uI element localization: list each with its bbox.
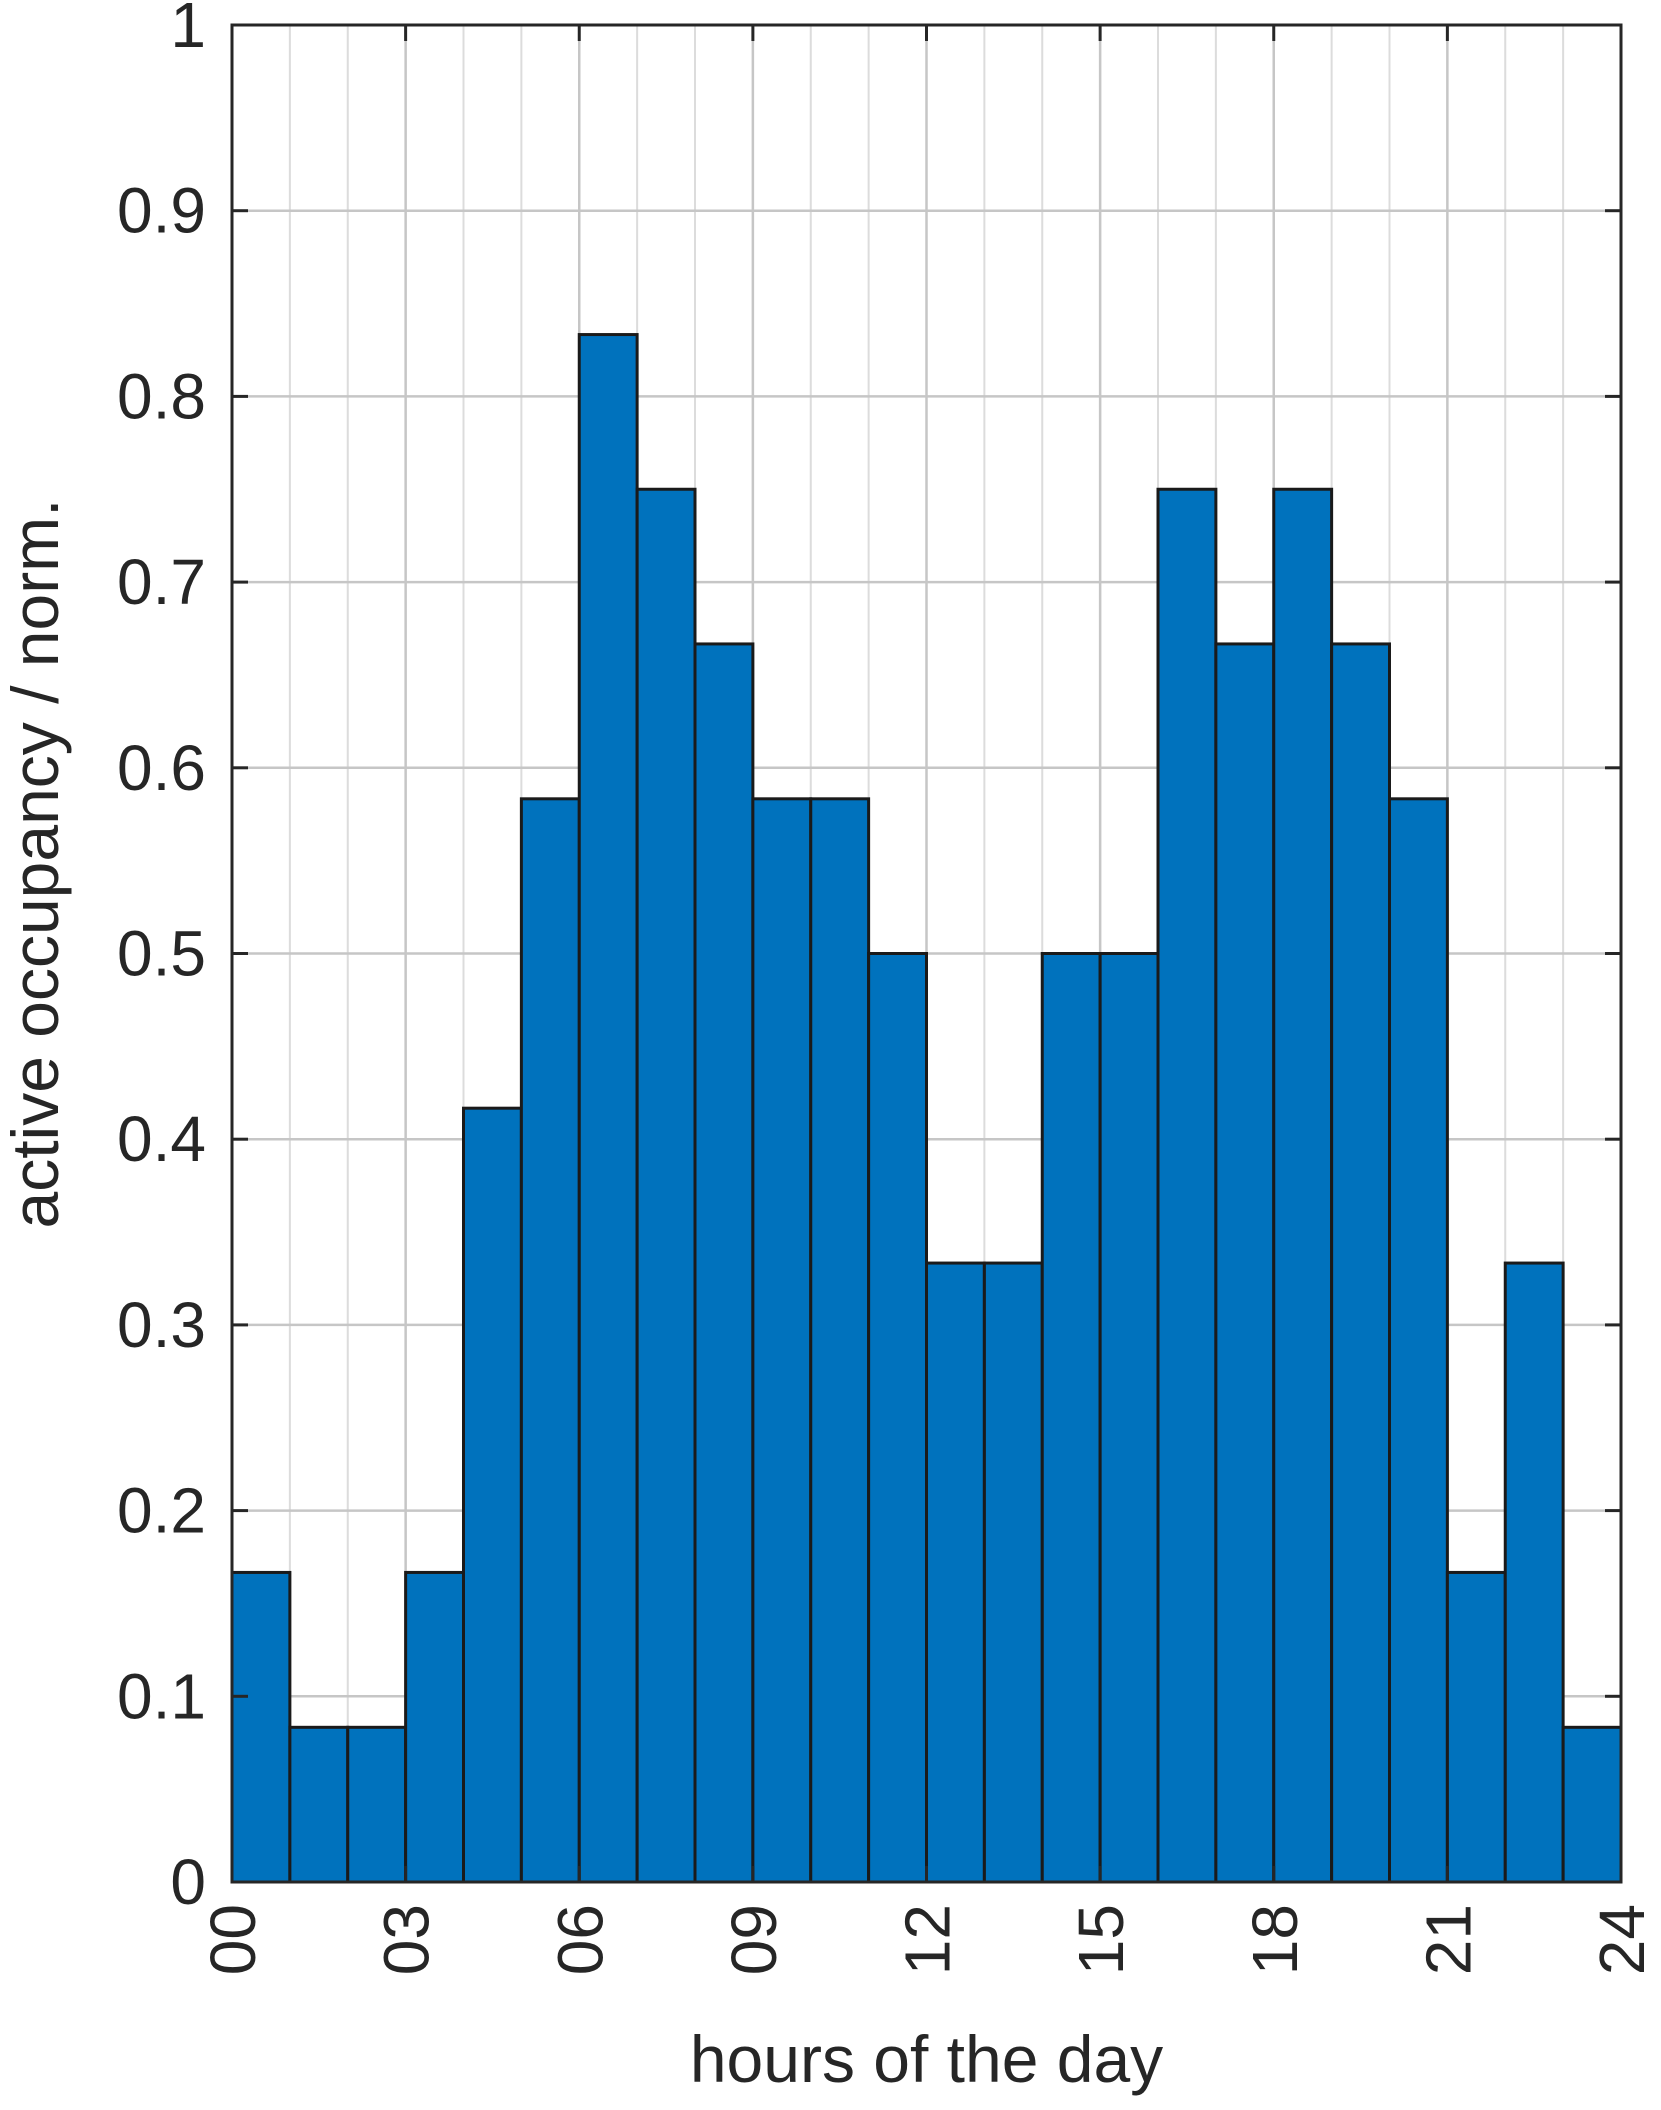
x-tick-label: 03 [371, 1904, 443, 1975]
bar [925, 1261, 986, 1884]
bar [1272, 487, 1334, 1884]
bar [230, 1570, 292, 1884]
y-tick-label: 0.4 [117, 1103, 206, 1175]
x-tick-label: 24 [1586, 1904, 1658, 1975]
bars [230, 333, 1623, 1884]
y-tick-label: 0.3 [117, 1289, 206, 1361]
bar [577, 333, 639, 1884]
bar [346, 1725, 408, 1884]
y-tick-label: 0.8 [117, 360, 206, 432]
y-tick-label: 0.2 [117, 1475, 206, 1547]
y-axis-title: active occupancy / norm. [0, 499, 72, 1229]
x-tick-label: 21 [1412, 1904, 1484, 1975]
bar [462, 1106, 523, 1884]
bar [288, 1725, 350, 1884]
bar [1561, 1725, 1623, 1884]
bar [1503, 1261, 1565, 1884]
x-tick-label: 09 [718, 1904, 790, 1975]
bar [1098, 952, 1160, 1884]
x-axis-title: hours of the day [690, 2022, 1163, 2096]
bar [519, 797, 581, 1884]
bar [867, 952, 928, 1884]
bar [1388, 797, 1449, 1884]
y-tick-label: 0.6 [117, 732, 206, 804]
x-tick-label: 18 [1239, 1904, 1311, 1975]
x-tick-label: 00 [197, 1904, 269, 1975]
bar [1156, 487, 1218, 1884]
bar [1330, 642, 1391, 1884]
x-tick-label: 12 [892, 1904, 964, 1975]
y-tick-label: 0.1 [117, 1660, 206, 1732]
bar [809, 797, 871, 1884]
bar [635, 487, 697, 1884]
axis-ticks [230, 23, 1623, 1884]
y-tick-label: 0.9 [117, 175, 206, 247]
bar [404, 1570, 465, 1884]
x-tick-label: 15 [1065, 1904, 1137, 1975]
bar [1040, 952, 1102, 1884]
bar [982, 1261, 1044, 1884]
y-tick-label: 1 [170, 0, 206, 61]
y-tick-label: 0.7 [117, 546, 206, 618]
bar [1214, 642, 1276, 1884]
y-tick-label: 0.5 [117, 918, 206, 990]
y-tick-label: 0 [170, 1846, 206, 1918]
tick-labels: 0 0.1 0.2 0.3 0.4 0.5 0.6 0.7 0.8 0.9 1 00 03 06 09 12 1… [117, 0, 1658, 1975]
bar [1445, 1570, 1507, 1884]
bar [751, 797, 813, 1884]
bar [693, 642, 755, 1884]
x-tick-label: 06 [544, 1904, 616, 1975]
